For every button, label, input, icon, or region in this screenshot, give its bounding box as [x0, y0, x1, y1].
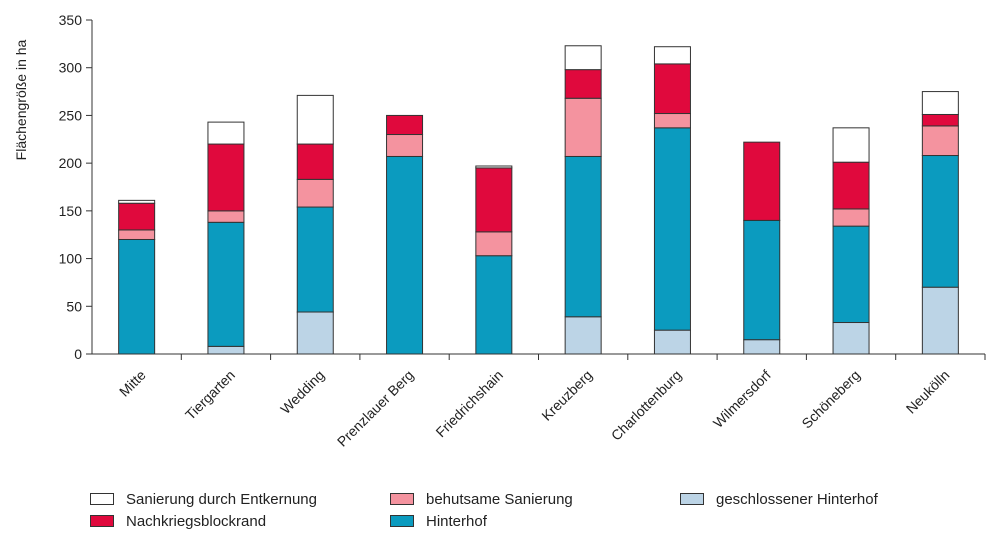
bars — [118, 45, 959, 355]
bar-segment-1 — [564, 155, 602, 318]
y-tick-label: 150 — [59, 203, 83, 219]
y-tick-label: 100 — [59, 251, 83, 267]
bar-segment-2 — [386, 134, 424, 157]
bar-segment-0 — [921, 286, 959, 355]
bar-stack-friedrichshain — [475, 165, 513, 355]
bar-segment-3 — [296, 143, 334, 180]
legend-label: behutsame Sanierung — [426, 490, 573, 508]
bar-stack-tiergarten — [207, 121, 245, 355]
bar-segment-1 — [653, 127, 691, 331]
bar-segment-0 — [653, 329, 691, 355]
bar-stack-prenzlauer-berg — [386, 114, 424, 355]
bar-segment-4 — [832, 127, 870, 163]
bar-segment-1 — [832, 225, 870, 324]
legend-label: Hinterhof — [426, 512, 487, 530]
bar-segment-2 — [296, 178, 334, 208]
bar-stack-charlottenburg — [653, 46, 691, 355]
bar-segment-0 — [564, 316, 602, 355]
y-tick-label: 50 — [66, 298, 82, 314]
y-tick-label: 300 — [59, 60, 83, 76]
bar-segment-4 — [475, 165, 513, 169]
bar-stack-sch-neberg — [832, 127, 870, 355]
bar-segment-2 — [118, 229, 156, 240]
legend-label: Sanierung durch Entkernung — [126, 490, 317, 508]
stacked-bar-chart: 0 50 100 150 200 250 300 350 Mitte Tiergarten Wed… — [13, 12, 986, 450]
bar-segment-0 — [207, 345, 245, 355]
bar-segment-0 — [743, 339, 781, 355]
bar-segment-4 — [921, 91, 959, 115]
bar-segment-2 — [653, 113, 691, 129]
legend-item-geschlossener-hinterhof: geschlossener Hinterhof — [680, 488, 970, 510]
y-tick-label: 350 — [59, 12, 83, 28]
bar-segment-3 — [653, 63, 691, 115]
bar-segment-3 — [743, 141, 781, 221]
x-tick-label: Neukölln — [903, 367, 953, 417]
y-tick-label: 200 — [59, 155, 83, 171]
bar-stack-mitte — [118, 199, 156, 355]
legend-label: geschlossener Hinterhof — [716, 490, 878, 508]
bar-segment-3 — [921, 113, 959, 127]
x-tick-label: Friedrichshain — [432, 367, 505, 440]
bar-stack-kreuzberg — [564, 45, 602, 355]
x-tick-label: Wedding — [277, 367, 327, 417]
bar-segment-1 — [743, 219, 781, 341]
y-axis-label: Flächengröße in ha — [13, 39, 29, 160]
legend-swatch — [90, 493, 114, 505]
x-tick-label: Mitte — [116, 367, 149, 400]
bar-segment-4 — [207, 121, 245, 145]
bar-segment-1 — [296, 206, 334, 313]
bar-segment-4 — [564, 45, 602, 71]
legend-item-sanierung-durch-entkernung: Sanierung durch Entkernung — [90, 488, 390, 510]
bar-segment-0 — [296, 311, 334, 355]
bar-stack-neuk-lln — [921, 91, 959, 355]
bar-segment-3 — [564, 69, 602, 99]
legend-swatch — [390, 493, 414, 505]
bar-segment-3 — [386, 114, 424, 136]
legend-item-hinterhof: Hinterhof — [390, 510, 680, 532]
y-tick-label: 0 — [74, 346, 82, 362]
x-tick-label: Tiergarten — [182, 367, 238, 423]
bar-segment-1 — [475, 255, 513, 355]
bar-segment-2 — [207, 210, 245, 223]
bar-segment-1 — [386, 155, 424, 355]
x-tick-label: Wilmersdorf — [710, 367, 774, 431]
legend-swatch — [90, 515, 114, 527]
legend-item-nachkriegsblockrand: Nachkriegsblockrand — [90, 510, 390, 532]
bar-segment-0 — [832, 322, 870, 355]
x-tick-label: Schöneberg — [798, 367, 863, 432]
legend-swatch — [680, 493, 704, 505]
legend: Sanierung durch Entkernung behutsame San… — [90, 488, 970, 536]
y-axis: 0 50 100 150 200 250 300 350 — [59, 12, 93, 362]
bar-stack-wedding — [296, 94, 334, 355]
bar-segment-1 — [118, 238, 156, 355]
y-tick-label: 250 — [59, 107, 83, 123]
bar-segment-3 — [118, 202, 156, 231]
bar-segment-4 — [296, 94, 334, 145]
x-tick-label: Charlottenburg — [608, 367, 685, 444]
x-tick-label: Kreuzberg — [538, 367, 595, 424]
bar-segment-2 — [564, 97, 602, 157]
bar-segment-3 — [475, 167, 513, 233]
legend-label: Nachkriegsblockrand — [126, 512, 267, 530]
legend-item-behutsame-sanierung: behutsame Sanierung — [390, 488, 680, 510]
x-tick-label: Prenzlauer Berg — [334, 367, 417, 450]
x-axis: Mitte Tiergarten Wedding Prenzlauer Berg Fri… — [92, 353, 986, 450]
bar-segment-2 — [921, 125, 959, 157]
bar-segment-3 — [832, 161, 870, 210]
bar-segment-4 — [118, 199, 156, 204]
bar-segment-3 — [207, 143, 245, 212]
bar-segment-2 — [475, 231, 513, 257]
bar-stack-wilmersdorf — [743, 141, 781, 355]
legend-swatch — [390, 515, 414, 527]
bar-segment-4 — [653, 46, 691, 65]
bar-segment-2 — [832, 208, 870, 227]
bar-segment-1 — [207, 221, 245, 347]
bar-segment-1 — [921, 155, 959, 288]
